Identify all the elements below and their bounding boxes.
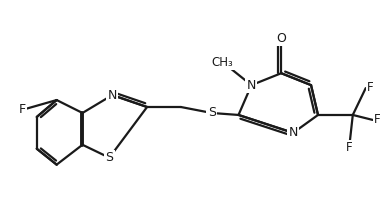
Text: O: O xyxy=(276,32,286,45)
Text: CH₃: CH₃ xyxy=(212,56,233,69)
Text: N: N xyxy=(288,126,298,139)
Text: N: N xyxy=(108,89,117,102)
Text: S: S xyxy=(208,106,216,119)
Text: F: F xyxy=(374,113,380,126)
Text: F: F xyxy=(345,141,352,154)
Text: F: F xyxy=(18,104,25,116)
Text: F: F xyxy=(367,81,374,94)
Text: N: N xyxy=(247,79,256,92)
Text: S: S xyxy=(105,151,113,164)
